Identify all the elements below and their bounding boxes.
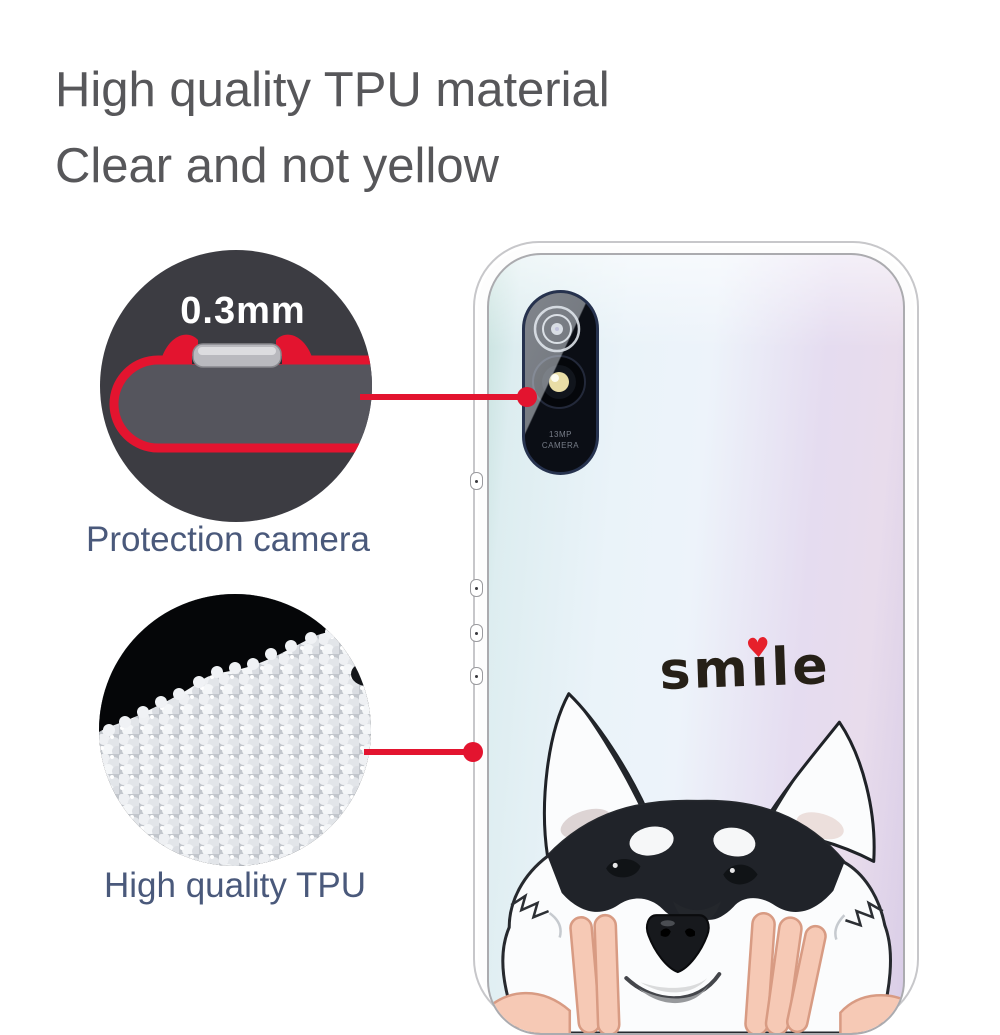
granules-edge-beads (103, 626, 371, 736)
headline: High quality TPU material Clear and not … (55, 52, 610, 204)
case-lip-right (276, 334, 312, 363)
cross-section-phone-body (109, 355, 372, 453)
phone-back-panel: 13MP CAMERA smıle ♥ (487, 253, 905, 1035)
camera-glass: 13MP CAMERA (525, 293, 596, 472)
dog-right-nostril (684, 928, 695, 937)
dog-smile-line (624, 972, 722, 1001)
callout-material-label: High quality TPU (104, 866, 366, 905)
thickness-badge: 0.3mm (180, 290, 306, 332)
connector-dot-material (463, 742, 483, 762)
dog-teeth (640, 978, 708, 993)
callout-material-circle (99, 594, 371, 866)
dog-left-ear-edge (568, 693, 649, 815)
dog-nose-highlight (660, 920, 675, 927)
case-button-cutout (470, 472, 483, 490)
case-button-cutout (470, 579, 483, 597)
heart-icon: ♥ (744, 632, 772, 665)
left-hand-finger (593, 913, 621, 1033)
dog-right-ear-edge (758, 722, 840, 831)
case-lip-left (162, 334, 198, 363)
dog-left-brow (629, 826, 674, 856)
camera-sheen (525, 293, 596, 472)
callout-thickness-label: Protection camera (85, 520, 371, 559)
dog-right-brow (713, 827, 756, 857)
dog-mask (547, 801, 845, 921)
granules-shadow (351, 662, 371, 686)
connector-dot-camera (517, 387, 537, 407)
connector-line-camera (360, 394, 527, 400)
dog-left-eye-glint (612, 862, 618, 868)
camera-module: 13MP CAMERA (522, 290, 599, 475)
headline-line2: Clear and not yellow (55, 139, 499, 193)
tpu-granules-photo (99, 594, 371, 866)
connector-line-material (364, 749, 474, 755)
case-button-cutout (470, 624, 483, 642)
dog-fur-spikes-right (845, 900, 884, 928)
dog-right-eye-glint (729, 867, 735, 874)
side-button-highlight (198, 347, 276, 355)
case-button-cutout (470, 667, 483, 685)
product-image: High quality TPU material Clear and not … (55, 52, 919, 1035)
callout-thickness-circle: 0.3mm (100, 250, 372, 522)
case-cross-section-diagram (109, 334, 372, 453)
dog-fur-shading (548, 912, 846, 975)
dog-left-nostril (660, 928, 671, 937)
dog-fur-spikes-left (510, 892, 550, 920)
dog-lower-lip (638, 984, 710, 1004)
headline-line1: High quality TPU material (55, 63, 610, 117)
dog-nose (645, 914, 710, 974)
phone-with-clear-case: 13MP CAMERA smıle ♥ (470, 241, 919, 1035)
